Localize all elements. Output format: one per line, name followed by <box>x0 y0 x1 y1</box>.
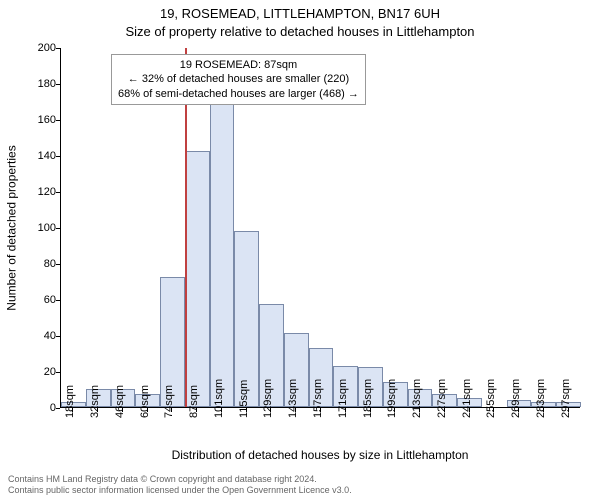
annotation-box: 19 ROSEMEAD: 87sqm← 32% of detached hous… <box>111 54 366 105</box>
y-tick-label: 20 <box>16 366 56 378</box>
y-tick-mark <box>56 84 60 85</box>
chart-container: 19, ROSEMEAD, LITTLEHAMPTON, BN17 6UH Si… <box>0 0 600 500</box>
annotation-line1: 19 ROSEMEAD: 87sqm <box>118 58 359 72</box>
title-address: 19, ROSEMEAD, LITTLEHAMPTON, BN17 6UH <box>0 6 600 21</box>
y-tick-mark <box>56 408 60 409</box>
histogram-bar <box>185 151 210 407</box>
plot-area: 19 ROSEMEAD: 87sqm← 32% of detached hous… <box>60 48 580 408</box>
y-tick-label: 0 <box>16 402 56 414</box>
footer-line2: Contains public sector information licen… <box>8 485 352 496</box>
y-tick-label: 80 <box>16 258 56 270</box>
y-tick-mark <box>56 264 60 265</box>
y-tick-mark <box>56 372 60 373</box>
y-tick-mark <box>56 336 60 337</box>
y-tick-mark <box>56 48 60 49</box>
title-subtitle: Size of property relative to detached ho… <box>0 24 600 39</box>
y-tick-mark <box>56 156 60 157</box>
footer-line1: Contains HM Land Registry data © Crown c… <box>8 474 352 485</box>
y-tick-mark <box>56 300 60 301</box>
y-tick-label: 160 <box>16 114 56 126</box>
footer-attribution: Contains HM Land Registry data © Crown c… <box>8 474 352 497</box>
y-tick-label: 200 <box>16 42 56 54</box>
y-tick-mark <box>56 228 60 229</box>
y-tick-mark <box>56 120 60 121</box>
y-tick-label: 40 <box>16 330 56 342</box>
y-tick-label: 60 <box>16 294 56 306</box>
y-tick-mark <box>56 192 60 193</box>
y-tick-label: 100 <box>16 222 56 234</box>
annotation-line2: ← 32% of detached houses are smaller (22… <box>118 72 359 86</box>
y-tick-label: 140 <box>16 150 56 162</box>
x-axis-label: Distribution of detached houses by size … <box>60 448 580 462</box>
y-tick-label: 180 <box>16 78 56 90</box>
histogram-bar <box>210 87 235 407</box>
annotation-line3: 68% of semi-detached houses are larger (… <box>118 87 359 101</box>
y-tick-label: 120 <box>16 186 56 198</box>
